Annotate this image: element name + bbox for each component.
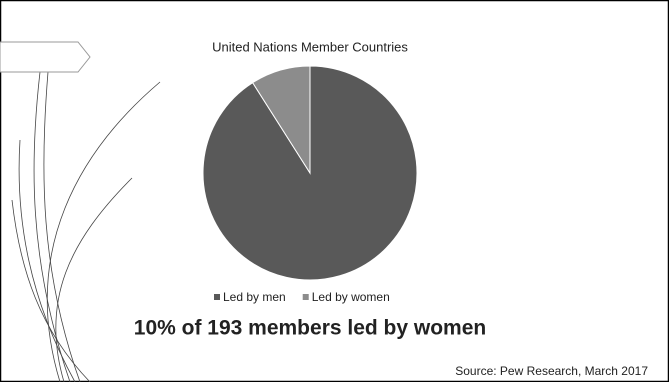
legend-label: Led by men xyxy=(223,290,286,304)
legend-swatch xyxy=(302,294,309,300)
decorative-curves xyxy=(11,71,161,382)
source: Source: Pew Research, March 2017 xyxy=(455,364,648,378)
chart-title: United Nations Member Countries xyxy=(212,39,408,54)
pie xyxy=(202,65,418,281)
legend-label: Led by women xyxy=(312,290,390,304)
caption: 10% of 193 members led by women xyxy=(134,317,486,340)
pie-slice xyxy=(251,65,311,175)
legend-swatch xyxy=(214,294,220,300)
arrow-tab xyxy=(0,41,91,73)
legend: Led by men Led by women xyxy=(214,290,390,304)
